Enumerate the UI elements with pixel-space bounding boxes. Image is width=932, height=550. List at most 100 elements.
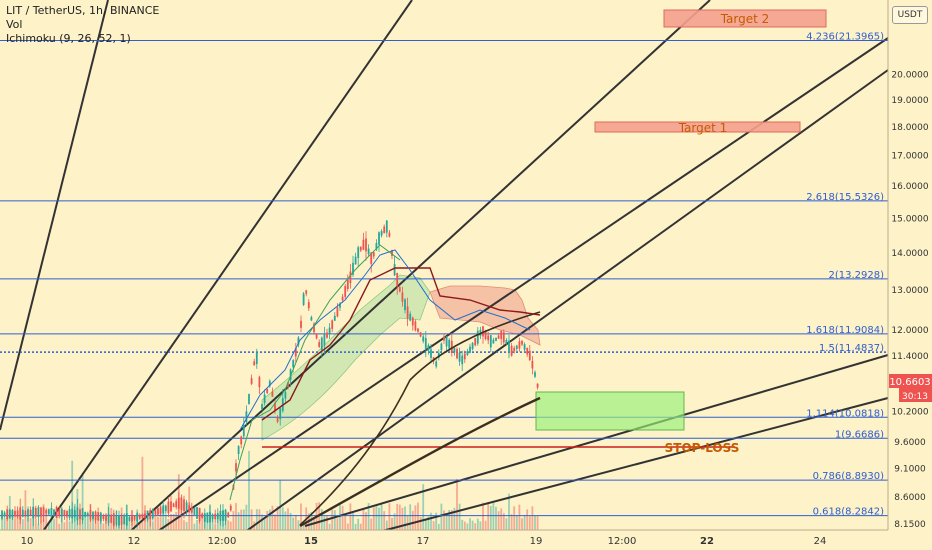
volume-bar-119 [310,512,313,530]
volume-bar-107 [279,479,282,530]
candle-body-17 [45,510,48,514]
fib-label-0: 4.236(21.3965) [806,32,884,43]
ichimoku-cloud-red [429,285,541,346]
candle-body-148 [385,220,388,233]
candle-body-34 [89,509,92,520]
candle-body-61 [159,507,162,514]
volume-bar-71 [185,521,188,530]
legend-ichimoku[interactable]: Ichimoku (9, 26, 52, 1) [6,32,131,45]
volume-bar-199 [518,504,521,530]
candle-body-1 [3,512,6,517]
candle-body-196 [510,345,513,356]
y-tick-10: 15.0000 [891,214,928,224]
volume-bar-153 [398,504,401,530]
candle-body-203 [528,350,531,361]
candle-body-91 [237,446,240,455]
candle-body-71 [185,502,188,512]
volume-bar-66 [172,514,175,530]
candle-body-74 [193,507,196,515]
candle-body-2 [6,509,9,520]
volume-bar-183 [476,518,479,530]
candle-body-83 [216,513,219,520]
legend-volume[interactable]: Vol [6,18,23,31]
stop-loss-annotation[interactable]: STOP-LOSS [262,441,739,455]
volume-bar-163 [424,518,427,530]
candle-body-44 [115,515,118,525]
volume-bar-82 [214,523,217,530]
volume-bar-180 [469,518,471,530]
volume-bar-205 [534,516,536,530]
candle-body-75 [196,507,198,519]
candle-body-5 [14,510,16,517]
current-price-label [889,374,932,388]
entry-zone[interactable] [535,391,685,431]
volume-bar-142 [370,518,373,530]
candle-body-58 [151,508,154,519]
x-tick-2: 12:00 [208,536,237,547]
candle-body-95 [248,393,250,404]
candle-body-181 [471,342,474,350]
candle-body-186 [484,330,487,339]
y-tick-9: 14.0000 [891,249,928,259]
candle-body-175 [456,348,458,359]
candle-body-179 [466,351,469,355]
time-axis[interactable]: 10 12 12:00 15 17 19 12:00 22 24 [0,529,932,550]
volume-bar-38 [99,519,102,530]
volume-bar-173 [450,509,453,530]
price-axis[interactable]: 8.15008.60009.10009.600010.200010.800011… [887,0,932,530]
candle-body-130 [339,303,341,308]
candle-body-84 [219,510,222,521]
candle-body-189 [492,339,495,344]
candle-body-57 [149,509,152,520]
candle-body-69 [180,497,183,510]
volume-bar-70 [183,520,185,530]
volume-bar-10 [27,514,29,530]
candle-body-67 [175,501,178,508]
candle-body-33 [86,512,89,517]
volume-bar-111 [289,512,292,530]
candle-body-199 [518,341,521,349]
volume-bar-151 [393,513,396,530]
candle-body-50 [131,515,133,522]
y-tick-3: 9.6000 [894,438,926,448]
candle-body-141 [367,248,370,255]
candle-body-150 [391,249,393,256]
candle-body-193 [502,332,505,343]
volume-bar-103 [268,509,271,530]
volume-bar-96 [250,509,253,530]
volume-bar-98 [255,509,258,530]
stop-loss-label: STOP-LOSS [665,441,740,455]
candle-body-90 [235,463,237,472]
candle-body-180 [469,346,471,353]
volume-bar-144 [375,506,378,530]
candle-body-124 [323,333,326,346]
candle-body-10 [27,509,29,517]
candle-body-200 [521,340,523,345]
y-tick-12: 17.0000 [891,152,928,162]
candle-body-73 [190,507,193,513]
volume-bar-24 [63,522,66,530]
target-1-box[interactable]: Target 1 [594,121,801,135]
candle-body-29 [76,507,79,521]
volume-bar-172 [448,509,451,530]
volume-bar-198 [515,515,518,530]
candle-body-21 [55,507,58,518]
volume-bar-115 [300,503,302,530]
legend-symbol[interactable]: LIT / TetherUS, 1h, BINANCE [6,4,160,17]
volume-bar-100 [261,514,263,530]
volume-bar-69 [180,504,183,530]
volume-bar-31 [81,474,84,530]
currency-button[interactable]: USDT [892,6,928,24]
volume-bar-126 [328,523,331,530]
candle-body-60 [157,508,159,515]
candle-body-112 [292,360,295,368]
candle-body-6 [16,510,19,517]
target-2-box[interactable]: Target 2 [663,9,827,28]
candle-body-36 [94,511,97,521]
candle-body-147 [383,226,386,234]
trend-line-1 [0,0,109,431]
candle-body-41 [107,513,110,524]
volume-bar-22 [58,523,61,530]
candle-body-176 [458,352,461,362]
